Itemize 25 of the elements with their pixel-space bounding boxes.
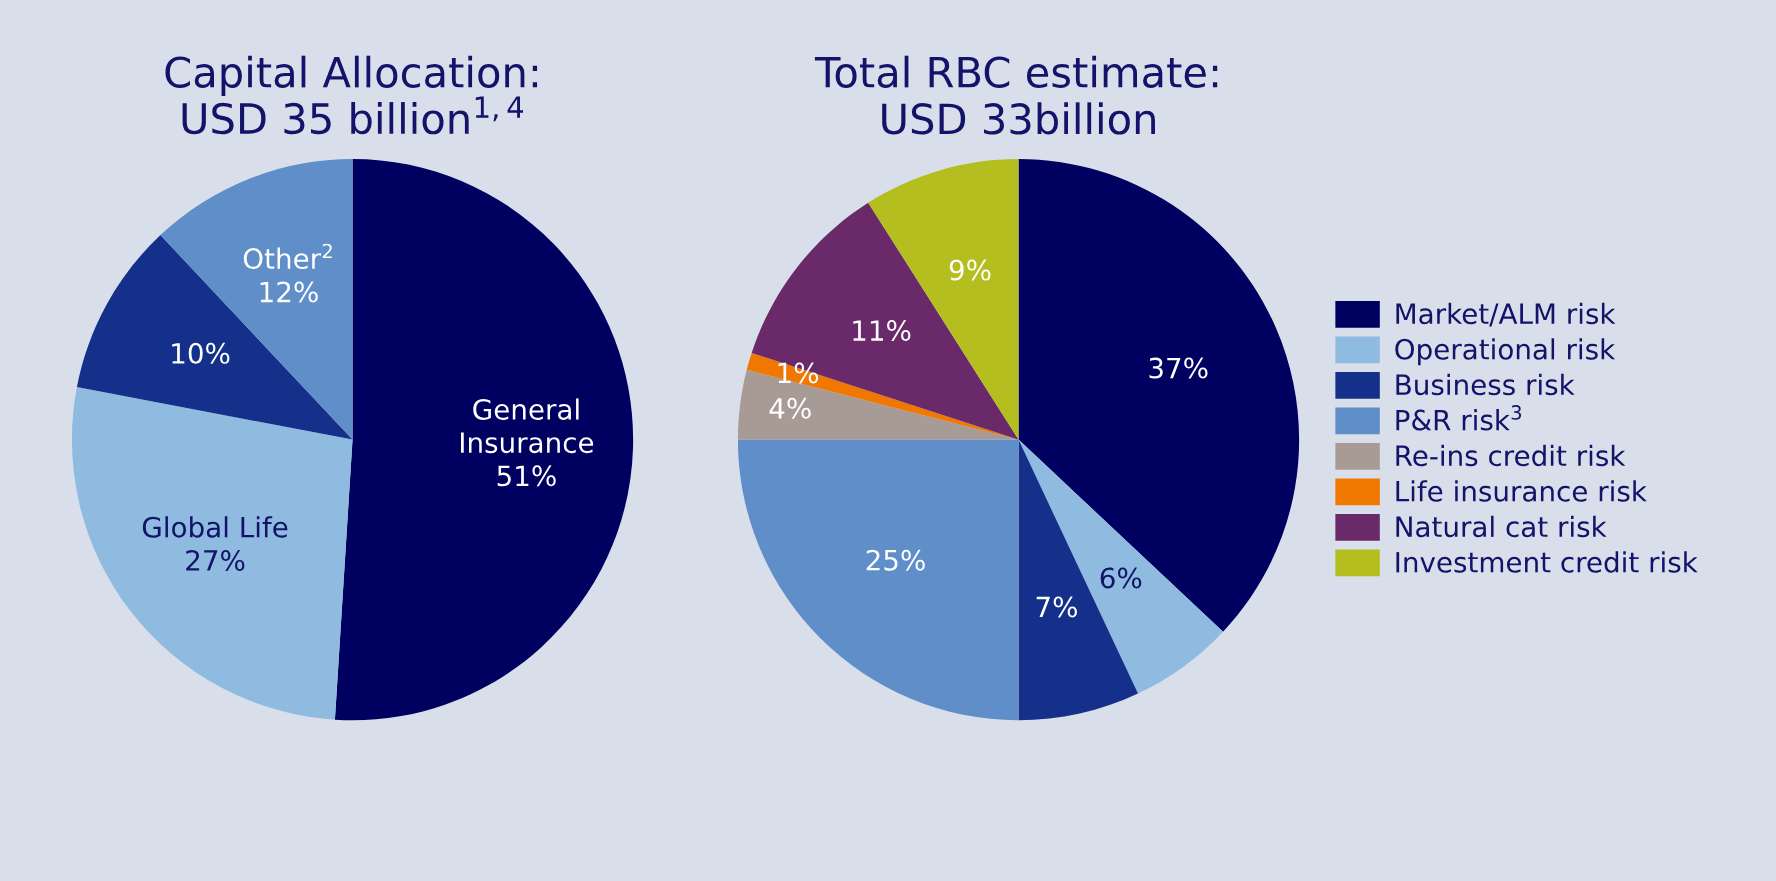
slice-label: Global Life <box>142 516 288 538</box>
legend-label: Investment credit risk <box>1396 551 1698 573</box>
data-label: 9% <box>949 259 991 281</box>
data-label: 10% <box>172 342 230 364</box>
data-label: 51% <box>497 465 556 487</box>
slice-label: Other$^{2}$ <box>243 243 332 270</box>
legend-label: Operational risk <box>1395 338 1616 366</box>
legend-label: Natural cat risk <box>1396 515 1607 538</box>
data-label: 25% <box>866 549 925 571</box>
data-label: 4% <box>769 397 811 419</box>
legend-label: Life insurance risk <box>1396 480 1647 502</box>
legend-label: Re-ins credit risk <box>1396 444 1626 467</box>
data-label: 27% <box>186 549 245 571</box>
legend-label: P&R risk$^{3}$ <box>1396 405 1522 431</box>
slice-label: General Insurance <box>461 398 594 454</box>
chart-title: Capital Allocation: USD 35 billion$^{1,4}$ <box>165 55 538 135</box>
data-label: 6% <box>1100 567 1142 589</box>
legend-label: Business risk <box>1396 373 1575 396</box>
data-label: 37% <box>1149 357 1208 379</box>
legend-label: Market/ALM risk <box>1396 302 1616 327</box>
data-label: 7% <box>1036 596 1077 618</box>
data-label: 12% <box>260 281 318 303</box>
chart-title: Total RBC estimate: USD 33billion <box>814 55 1218 135</box>
data-label: 1% <box>778 362 819 384</box>
data-label: 11% <box>853 320 911 342</box>
